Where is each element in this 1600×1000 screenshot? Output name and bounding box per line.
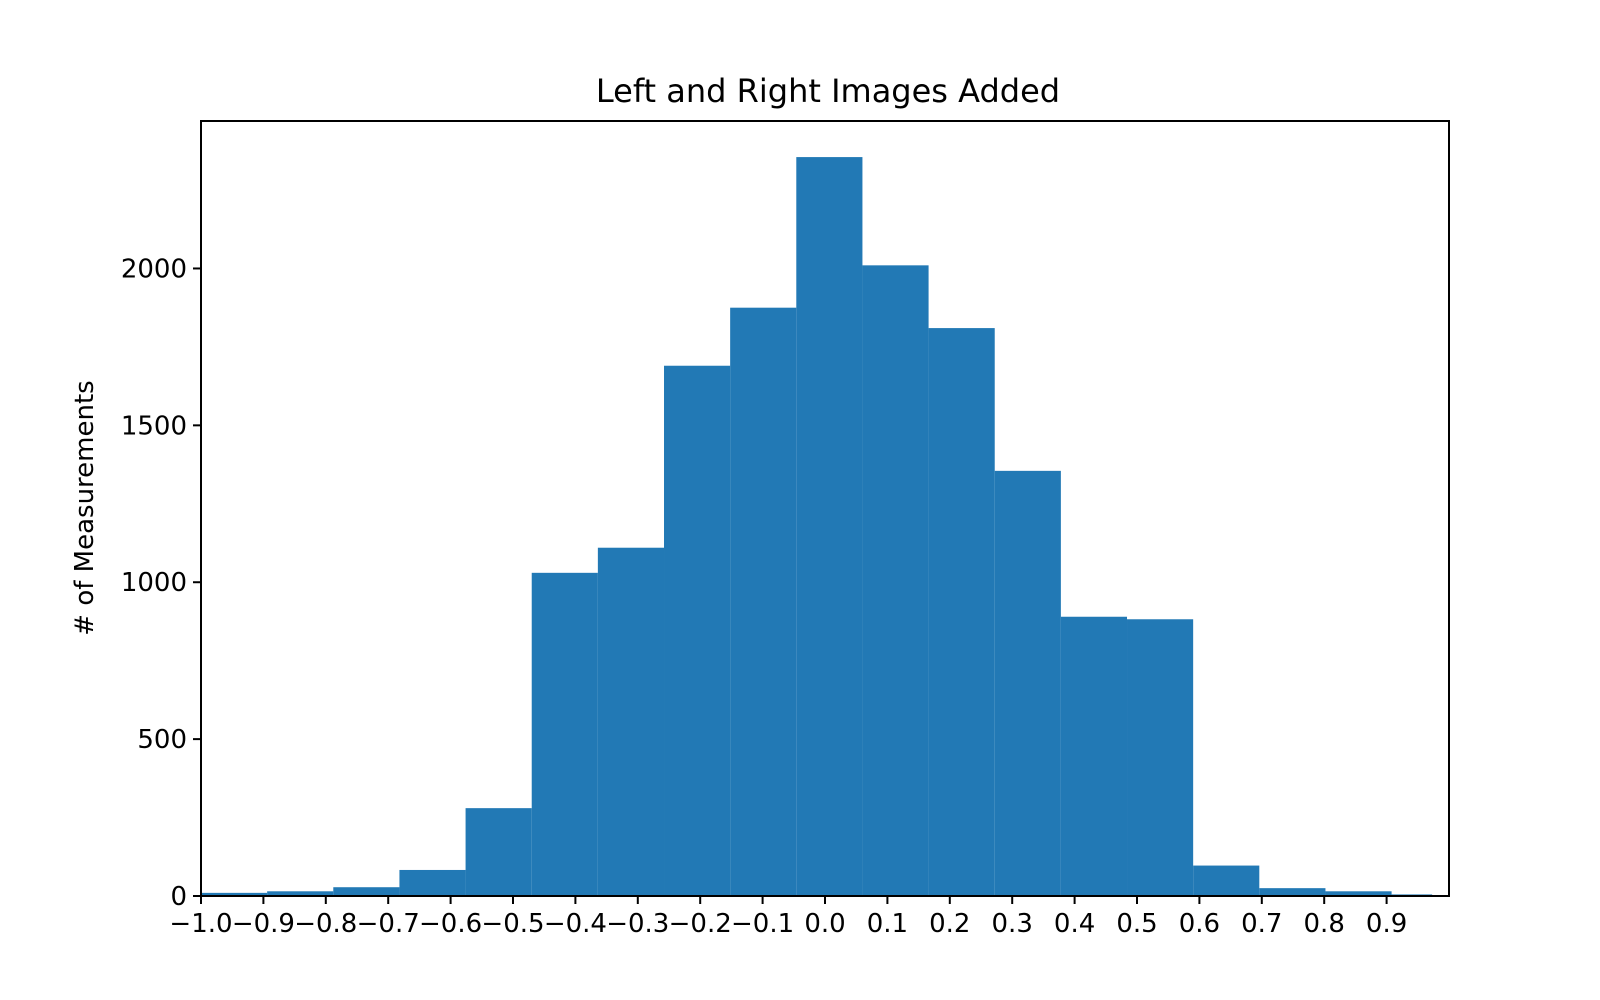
histogram-bar: [928, 328, 995, 896]
histogram-bar: [862, 265, 929, 896]
histogram-bar: [267, 891, 334, 896]
x-tick-label: 0.0: [804, 909, 845, 939]
x-tick-label: −0.5: [481, 909, 544, 939]
x-axis: −1.0 −0.9 −0.8 −0.7 −0.6 −0.5 −0.4 −0.3 −0.2 −0.1…: [169, 896, 1407, 939]
x-tick-label: 0.7: [1241, 909, 1282, 939]
histogram-bar: [597, 547, 665, 896]
x-tick-label: 0.9: [1366, 909, 1407, 939]
y-tick-label: 1500: [121, 411, 187, 441]
y-axis-label: # of Measurements: [70, 380, 100, 635]
y-tick-label: 0: [170, 882, 187, 912]
histogram-bar: [1325, 891, 1392, 896]
x-tick-label: −0.8: [294, 909, 357, 939]
histogram-bar: [730, 307, 797, 896]
x-tick-label: −0.1: [731, 909, 794, 939]
x-tick-label: −0.6: [419, 909, 482, 939]
histogram-bar: [399, 869, 466, 896]
histogram-bar: [664, 365, 731, 897]
histogram-bar: [531, 572, 598, 896]
x-tick-label: 0.4: [1054, 909, 1095, 939]
histogram-bar: [201, 892, 268, 896]
histogram-bar: [333, 887, 400, 896]
x-tick-label: −0.2: [669, 909, 732, 939]
x-tick-label: 0.1: [867, 909, 908, 939]
x-tick-label: −1.0: [169, 909, 232, 939]
histogram-bar: [1259, 888, 1326, 896]
y-tick-label: 2000: [121, 254, 187, 284]
histogram-bar: [994, 470, 1061, 896]
y-axis: 0 500 1000 1500 2000: [121, 254, 201, 912]
x-tick-label: 0.5: [1116, 909, 1157, 939]
bars-group: [201, 157, 1433, 897]
x-tick-label: −0.9: [232, 909, 295, 939]
y-tick-label: 1000: [121, 568, 187, 598]
y-tick-label: 500: [137, 725, 187, 755]
chart-title: Left and Right Images Added: [596, 72, 1060, 110]
plot-frame: [200, 120, 1450, 897]
histogram-bar: [1060, 616, 1128, 896]
histogram-bar: [465, 808, 532, 896]
x-tick-label: 0.6: [1179, 909, 1220, 939]
histogram-bar: [1193, 865, 1260, 896]
histogram-bar: [1127, 619, 1194, 896]
x-tick-label: −0.7: [357, 909, 420, 939]
x-tick-label: 0.2: [929, 909, 970, 939]
x-tick-label: 0.8: [1304, 909, 1345, 939]
x-tick-label: −0.3: [606, 909, 669, 939]
histogram-bar: [796, 157, 863, 896]
x-tick-label: 0.3: [992, 909, 1033, 939]
x-tick-label: −0.4: [544, 909, 607, 939]
